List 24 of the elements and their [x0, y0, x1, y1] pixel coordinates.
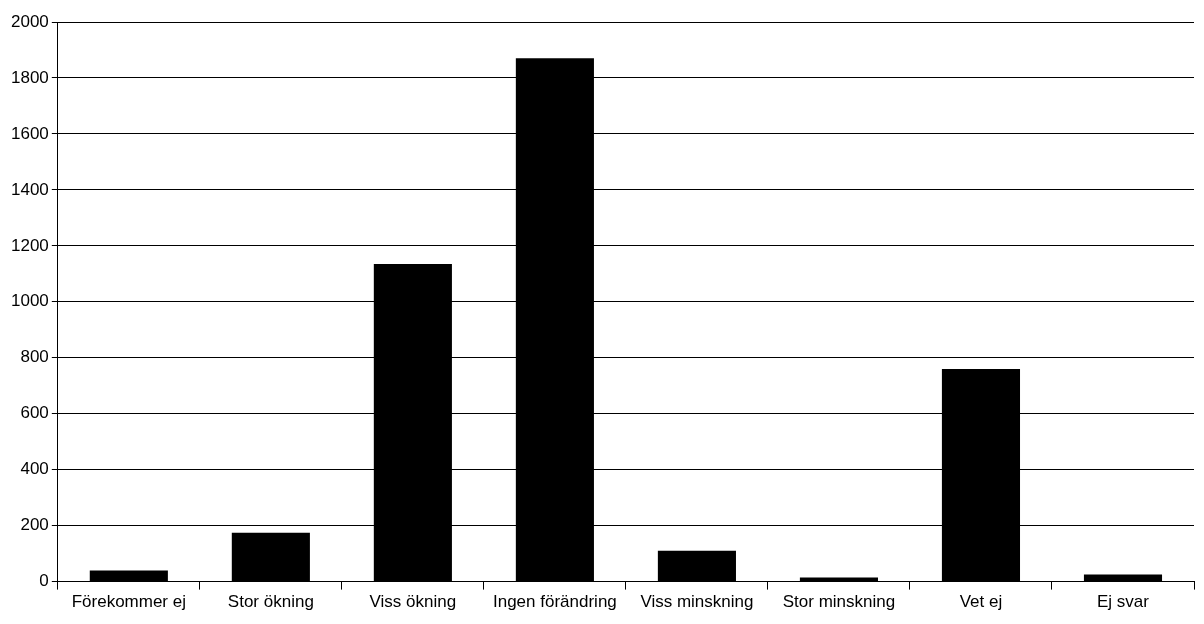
- x-tick-label: Vet ej: [959, 592, 1003, 612]
- x-tick-label: Stor ökning: [227, 592, 314, 612]
- y-tick-label: 800: [20, 347, 49, 367]
- y-tick-label: 200: [20, 515, 49, 535]
- y-tick-label: 1000: [10, 291, 49, 311]
- bar: [799, 577, 878, 582]
- y-tick-label: 400: [20, 459, 49, 479]
- x-tick-label: Viss ökning: [369, 592, 457, 612]
- bar: [657, 550, 736, 582]
- y-tick-label: 1800: [10, 67, 49, 87]
- y-tick-label: 0: [39, 571, 49, 591]
- y-tick-label: 1200: [10, 235, 49, 255]
- bar: [1083, 574, 1163, 582]
- x-tick-label: Viss minskning: [640, 592, 754, 612]
- bar: [89, 570, 168, 582]
- x-tick-label: Ingen förändring: [492, 592, 617, 612]
- y-tick-label: 1600: [10, 123, 49, 143]
- bar: [231, 532, 310, 582]
- y-tick-label: 1400: [10, 179, 49, 199]
- x-tick-label: Stor minskning: [782, 592, 896, 612]
- x-tick-label: Ej svar: [1097, 592, 1150, 612]
- y-tick-label: 2000: [10, 11, 49, 31]
- x-tick-label: Förekommer ej: [71, 592, 186, 612]
- y-tick-label: 600: [20, 403, 49, 423]
